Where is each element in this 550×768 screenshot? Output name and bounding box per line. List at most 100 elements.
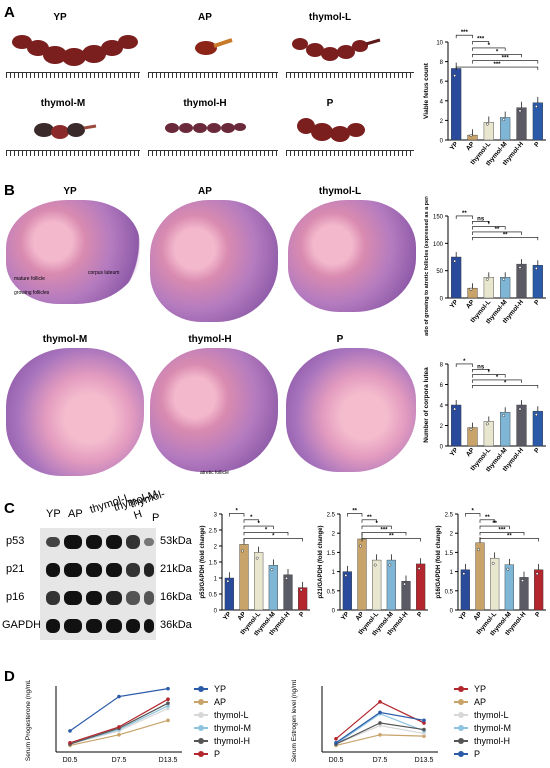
y-tick-label: 2.5 — [445, 513, 454, 519]
significance-bracket — [361, 532, 407, 536]
bar-thymol-h — [516, 263, 527, 299]
kda-label-p21: 21kDa — [160, 563, 192, 575]
significance-bracket — [243, 519, 259, 523]
panel-label-d: D — [4, 668, 15, 685]
legend-swatch — [194, 725, 208, 731]
y-tick-label: 1.5 — [327, 551, 336, 557]
significance-bracket — [479, 538, 539, 542]
significance-bracket — [455, 66, 539, 71]
blot-p16 — [40, 584, 156, 612]
data-point — [417, 567, 421, 570]
chart-c-p21: 00.511.522.5YP APthymol-Lthymol-Mthymol-H… — [318, 509, 428, 637]
data-point — [502, 277, 506, 281]
data-point — [373, 563, 377, 567]
x-tick-label: AP — [465, 298, 477, 310]
significance-label: * — [250, 515, 253, 521]
significance-bracket — [229, 513, 245, 517]
significance-label: ns — [477, 364, 485, 370]
legend-label: thymol-L — [474, 710, 509, 720]
y-axis-label: Serum Estrogen level (ng/mL) — [291, 680, 298, 762]
x-tick-label: P — [533, 298, 542, 306]
significance-label: ** — [503, 232, 508, 238]
x-tick-label: D7.5 — [373, 757, 388, 764]
y-tick-label: 2.5 — [209, 529, 218, 535]
significance-bracket — [243, 525, 274, 530]
legend-label: thymol-H — [214, 736, 251, 746]
histology-yp — [6, 200, 140, 304]
protein-label-p53: p53 — [6, 535, 25, 547]
legend-label: YP — [474, 684, 487, 694]
bar-p — [298, 587, 308, 611]
legend-label: P — [214, 749, 221, 759]
bar-thymol-h — [516, 107, 527, 141]
uterus-thymol-l — [292, 38, 381, 61]
significance-label: * — [235, 509, 238, 515]
significance-label: ** — [367, 515, 372, 521]
significance-bracket — [472, 379, 522, 383]
x-tick-label: D0.5 — [329, 757, 344, 764]
bar-thymol-h — [516, 404, 527, 447]
significance-label: * — [375, 521, 378, 527]
bar-thymol-l — [483, 277, 494, 299]
histology-ap — [150, 200, 278, 322]
x-tick-label: YP — [458, 610, 469, 622]
histology-thymol-l — [288, 200, 416, 312]
series-point — [166, 697, 170, 701]
bar-yp — [451, 68, 462, 141]
histology-thymol-m — [6, 348, 144, 476]
significance-label: *** — [380, 527, 388, 533]
y-tick-label: 1 — [450, 570, 454, 576]
bar-ap — [467, 427, 478, 447]
significance-bracket — [472, 60, 539, 64]
bar-p — [532, 410, 543, 447]
legend-label: P — [474, 749, 481, 759]
legend-item-ap: AP — [194, 697, 226, 707]
bar-ap — [357, 538, 367, 611]
significance-label: *** — [461, 30, 469, 36]
series-point — [117, 725, 121, 729]
significance-bracket — [479, 532, 525, 536]
legend-swatch — [454, 686, 468, 692]
ruler — [6, 72, 140, 85]
y-tick-label: 2 — [440, 424, 444, 430]
x-tick-label: AP — [354, 610, 366, 622]
series-point — [334, 740, 338, 745]
data-point — [226, 579, 230, 583]
x-tick-label: P — [534, 610, 543, 618]
y-tick-label: 1.5 — [445, 551, 454, 557]
series-line-ap — [69, 719, 169, 746]
panel-label-c: C — [4, 500, 15, 517]
legend-item-thymol-h: thymol-H — [194, 736, 250, 746]
histology-p — [286, 348, 416, 472]
significance-bracket — [479, 519, 495, 523]
chart-d-progesterone: D0.5 D7.5 D13.5 Serum Progesterone (ng/mL) — [25, 680, 182, 764]
series-point — [378, 710, 382, 715]
bar-thymol-m — [500, 117, 511, 141]
photo-label-yp: YP — [53, 12, 67, 23]
bar-thymol-m — [386, 559, 396, 611]
series-point — [422, 721, 426, 725]
legend-label: thymol-L — [214, 710, 249, 720]
x-tick-label: P — [533, 446, 542, 454]
legend-label: AP — [474, 697, 487, 707]
bar-yp — [342, 571, 352, 611]
histology-thymol-h — [150, 348, 278, 472]
bar-thymol-h — [519, 577, 529, 611]
data-point — [485, 122, 489, 126]
data-point — [270, 568, 274, 572]
y-tick-label: 0.5 — [327, 589, 336, 595]
legend-label: thymol-M — [474, 723, 512, 733]
series-point — [334, 737, 338, 741]
bar-yp — [460, 569, 470, 611]
uterus-ap — [195, 38, 233, 55]
y-tick-label: 1.5 — [209, 561, 218, 567]
data-point — [469, 134, 473, 137]
data-point — [462, 572, 466, 576]
significance-label: * — [272, 534, 275, 540]
data-point — [485, 422, 489, 426]
series-point — [68, 740, 72, 745]
data-point — [534, 413, 538, 417]
series-point — [378, 700, 382, 704]
